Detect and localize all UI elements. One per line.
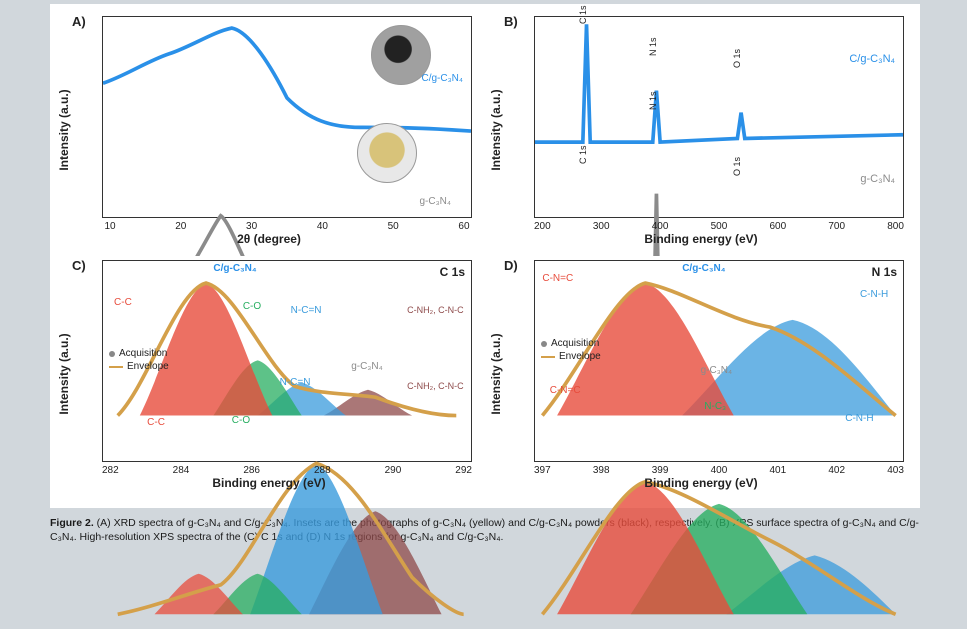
panel-b: B) Intensity (a.u.) C 1s N 1s O 1s C/g-C… (492, 12, 910, 248)
legend-line-icon (109, 366, 123, 368)
panel-b-bot-label: g-C₃N₄ (860, 173, 895, 185)
c-co-bot: C-O (232, 415, 250, 426)
inset-photo-bot (357, 123, 417, 183)
c-top-label: C/g-C₃N₄ (213, 263, 256, 274)
panel-row-bottom: C) Intensity (a.u.) C 1s (60, 256, 910, 492)
peak-o1s-top: O 1s (732, 49, 742, 68)
legend-acq: Acquisition (109, 347, 169, 360)
xtick: 402 (828, 465, 845, 476)
xtick: 397 (534, 465, 551, 476)
xtick: 10 (102, 221, 118, 232)
xtick: 398 (593, 465, 610, 476)
panel-d-xlabel: Binding energy (eV) (644, 476, 757, 490)
peak-c1s-top: C 1s (578, 5, 588, 24)
panel-c-tag: C) (72, 258, 86, 273)
legend-env-d: Envelope (541, 350, 601, 363)
c-ncn-top: N-C=N (291, 305, 322, 316)
panel-c-ylabel: Intensity (a.u.) (57, 333, 71, 414)
xtick: 30 (244, 221, 260, 232)
peak-n1s-top: N 1s (648, 37, 658, 56)
panel-b-xticks: 200 300 400 500 600 700 800 (534, 221, 904, 232)
panel-c-plotbox: C 1s (102, 260, 472, 462)
panel-a-xlabel: 2θ (degree) (237, 232, 301, 246)
legend-env: Envelope (109, 360, 169, 373)
legend-env-label-d: Envelope (559, 350, 601, 363)
xtick: 288 (314, 465, 331, 476)
legend-acq-label-d: Acquisition (551, 337, 599, 350)
d-cnh-bot: C-N-H (845, 413, 873, 424)
panel-c-svg (103, 261, 471, 629)
xtick: 290 (385, 465, 402, 476)
xtick: 600 (770, 221, 787, 232)
c-bot-label: g-C₃N₄ (351, 361, 383, 372)
c-ncn-bot: N-C=N (280, 377, 311, 388)
panel-a-bot-label: g-C₃N₄ (420, 196, 452, 207)
xtick: 200 (534, 221, 551, 232)
panel-b-xlabel: Binding energy (eV) (644, 232, 757, 246)
peak-n1s-bot: N 1s (648, 91, 658, 110)
panel-b-ylabel: Intensity (a.u.) (489, 89, 503, 170)
d-cnc-top: C-N=C (542, 273, 573, 284)
panel-d-tag: D) (504, 258, 518, 273)
panel-d: D) Intensity (a.u.) N 1s C/g-C₃N₄ C-N=C (492, 256, 910, 492)
d-nc3-bot: N-C₃ (704, 401, 726, 412)
xtick: 292 (455, 465, 472, 476)
panel-b-top-label: C/g-C₃N₄ (849, 53, 895, 65)
panel-a-top-label: C/g-C₃N₄ (422, 73, 464, 84)
panel-a-tag: A) (72, 14, 86, 29)
panel-d-xticks: 397 398 399 400 401 402 403 (534, 465, 904, 476)
panel-d-legend: Acquisition Envelope (541, 337, 601, 363)
xtick: 399 (652, 465, 669, 476)
panel-c-xticks: 282 284 286 288 290 292 (102, 465, 472, 476)
xtick: 401 (770, 465, 787, 476)
legend-line-icon (541, 356, 555, 358)
xtick: 400 (711, 465, 728, 476)
xtick: 300 (593, 221, 610, 232)
panel-c-legend: Acquisition Envelope (109, 347, 169, 373)
c-cc-bot: C-C (147, 417, 165, 428)
panel-b-plotbox: C 1s N 1s O 1s C/g-C₃N₄ C 1s N 1s O 1s g… (534, 16, 904, 218)
peak-c1s-bot: C 1s (578, 145, 588, 164)
panel-a-xticks: 10 20 30 40 50 60 (102, 221, 472, 232)
figure-container: A) Intensity (a.u.) C/g-C₃N₄ g-C₃N₄ 10 2… (50, 4, 920, 508)
panel-c-xlabel: Binding energy (eV) (212, 476, 325, 490)
xtick: 400 (652, 221, 669, 232)
c-co-top: C-O (243, 301, 261, 312)
xtick: 286 (243, 465, 260, 476)
legend-dot-icon (541, 341, 547, 347)
panel-b-tag: B) (504, 14, 518, 29)
d-bot-label: g-C₃N₄ (701, 365, 733, 376)
c-cnh-bot: C-NH₂, C-N-C (407, 381, 463, 391)
panel-c: C) Intensity (a.u.) C 1s (60, 256, 478, 492)
caption-lead: Figure 2. (50, 517, 94, 529)
xtick: 20 (173, 221, 189, 232)
xtick: 500 (711, 221, 728, 232)
d-cnc-bot: C-N=C (550, 385, 581, 396)
d-top-label: C/g-C₃N₄ (682, 263, 725, 274)
panel-a-plotbox: C/g-C₃N₄ g-C₃N₄ (102, 16, 472, 218)
xtick: 40 (314, 221, 330, 232)
panel-a-ylabel: Intensity (a.u.) (57, 89, 71, 170)
xtick: 282 (102, 465, 119, 476)
panel-d-plotbox: N 1s C/g-C₃N₄ C-N=C C-N-H g-C₃N₄ C-N=C (534, 260, 904, 462)
xtick: 50 (385, 221, 401, 232)
panel-row-top: A) Intensity (a.u.) C/g-C₃N₄ g-C₃N₄ 10 2… (60, 12, 910, 248)
d-cnh-top: C-N-H (860, 289, 888, 300)
panel-d-svg (535, 261, 903, 629)
c-cc-top: C-C (114, 297, 132, 308)
xtick: 700 (828, 221, 845, 232)
legend-acq-label: Acquisition (119, 347, 167, 360)
xtick: 403 (887, 465, 904, 476)
peak-o1s-bot: O 1s (732, 157, 742, 176)
legend-dot-icon (109, 351, 115, 357)
legend-acq-d: Acquisition (541, 337, 601, 350)
panel-d-ylabel: Intensity (a.u.) (489, 333, 503, 414)
panel-a: A) Intensity (a.u.) C/g-C₃N₄ g-C₃N₄ 10 2… (60, 12, 478, 248)
legend-env-label: Envelope (127, 360, 169, 373)
xtick: 800 (887, 221, 904, 232)
xtick: 284 (173, 465, 190, 476)
xtick: 60 (456, 221, 472, 232)
c-cnh-top: C-NH₂, C-N-C (407, 305, 463, 315)
